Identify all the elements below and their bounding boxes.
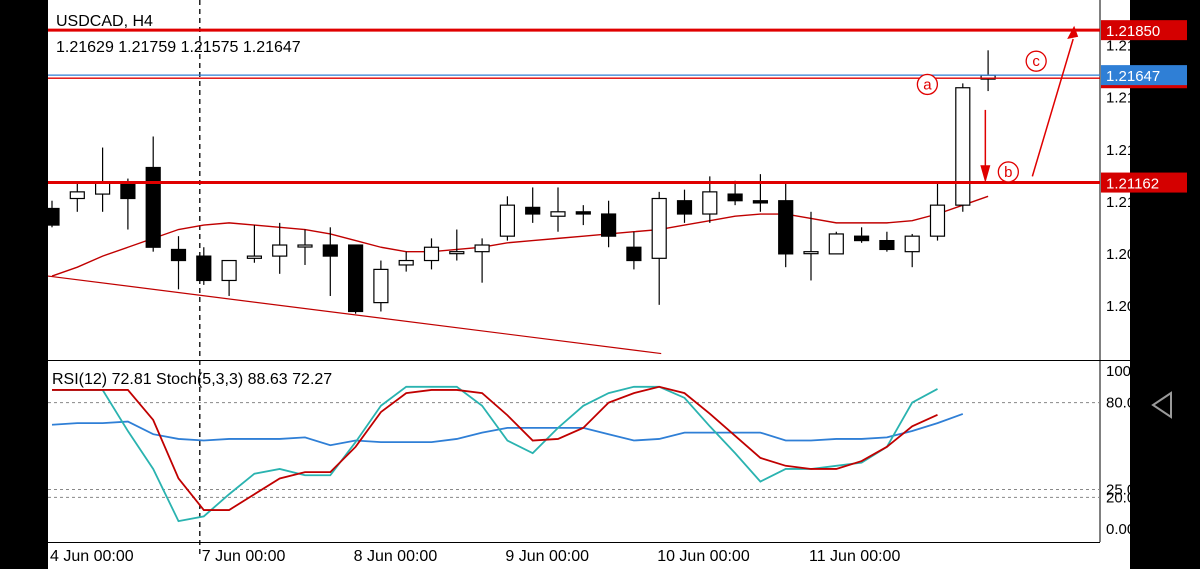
candle-body[interactable]	[170, 248, 187, 262]
candle-body[interactable]	[828, 233, 844, 255]
price-tick-label: 1.21310	[1106, 142, 1160, 159]
candle-body[interactable]	[626, 246, 642, 262]
candle-body[interactable]	[600, 213, 617, 237]
candle-body[interactable]	[525, 206, 541, 215]
osc-axis-panel	[1100, 361, 1130, 542]
up-arrow-head	[1067, 25, 1079, 40]
candle-body[interactable]	[803, 251, 819, 255]
axis-labels-group: 1.21780 1.21545 1.21310 1.21075 1.20840 1.206…	[50, 20, 1187, 565]
candle-body[interactable]	[449, 251, 465, 255]
candle-body[interactable]	[879, 239, 895, 251]
candle-body[interactable]	[575, 211, 591, 215]
price-tag-bg	[1101, 20, 1187, 41]
candle-body[interactable]	[196, 255, 212, 282]
candle-body[interactable]	[676, 200, 693, 215]
candle-body[interactable]	[69, 191, 85, 200]
date-tick-label: 7 Jun 00:00	[202, 548, 286, 565]
candle-body[interactable]	[297, 244, 313, 248]
osc-tick-label: 80.00	[1106, 395, 1144, 412]
osc-tick-label: 0.00	[1106, 521, 1135, 538]
price-tick-label: 1.20840	[1106, 246, 1160, 263]
candle-body[interactable]	[904, 235, 920, 253]
stoch-main-line	[52, 385, 938, 523]
price-tick-label: 1.21075	[1106, 194, 1160, 211]
candle-body[interactable]	[94, 182, 111, 195]
candle-body[interactable]	[44, 207, 60, 226]
candle-body[interactable]	[929, 204, 946, 237]
candle-body[interactable]	[423, 246, 440, 262]
back-arrow-icon[interactable]	[1150, 390, 1176, 420]
candle-body[interactable]	[702, 191, 718, 215]
candle-body[interactable]	[474, 244, 490, 253]
osc-tick-label: 100.00	[1106, 363, 1152, 380]
date-tick-label: 4 Jun 00:00	[50, 548, 134, 565]
price-tag-bg	[1101, 65, 1187, 86]
candle-body[interactable]	[955, 87, 971, 206]
osc-tick-label: 20.00	[1106, 489, 1144, 506]
price-tag-bg	[1101, 172, 1187, 193]
symbol-title: USDCAD, H4	[56, 13, 153, 30]
candle-body[interactable]	[145, 166, 161, 248]
candle-body[interactable]	[778, 200, 794, 255]
candle-body[interactable]	[550, 211, 566, 217]
annotation-label-c: c	[1032, 53, 1040, 70]
candle-body[interactable]	[322, 244, 338, 257]
stoch-signal-line	[52, 385, 938, 511]
candle-body[interactable]	[752, 200, 769, 204]
trendline	[47, 275, 662, 355]
annotation-circle-c	[1025, 50, 1047, 72]
annotation-label-a: a	[923, 76, 932, 93]
candle-body[interactable]	[727, 193, 743, 202]
candle-body[interactable]	[499, 204, 515, 237]
annotation-circle-a	[916, 73, 939, 96]
candle-body[interactable]	[853, 235, 870, 242]
oscillator-panel[interactable]	[48, 361, 1100, 542]
left-frame	[0, 0, 48, 569]
candle-body[interactable]	[348, 244, 364, 313]
annotation-label-b: b	[1004, 164, 1012, 181]
price-tag-label: 1.21647	[1106, 68, 1160, 85]
annotation-circle-b	[997, 161, 1019, 183]
down-arrow-head	[980, 165, 991, 183]
ohlc-readout: 1.21629 1.21759 1.21575 1.21647	[56, 39, 301, 56]
candle-body[interactable]	[120, 182, 136, 200]
candle-body[interactable]	[373, 268, 389, 304]
right-frame	[1130, 0, 1200, 569]
candle-body[interactable]	[246, 255, 262, 259]
time-axis-panel	[48, 542, 1130, 569]
price-tick-label: 1.21545	[1106, 90, 1160, 107]
candle-body[interactable]	[272, 244, 288, 257]
moving-average-line	[51, 195, 989, 277]
rsi-line	[51, 413, 964, 447]
date-tick-label: 8 Jun 00:00	[354, 548, 438, 565]
candle-body[interactable]	[221, 259, 237, 282]
candle-body[interactable]	[651, 197, 667, 259]
price-panel[interactable]	[48, 0, 1100, 360]
date-tick-label: 9 Jun 00:00	[505, 548, 589, 565]
oscillator-series-group	[48, 385, 1100, 523]
osc-tick-label: 25.00	[1106, 482, 1144, 499]
candle-body[interactable]	[398, 259, 414, 266]
date-tick-label: 11 Jun 00:00	[809, 548, 900, 565]
price-tick-label: 1.21780	[1106, 38, 1160, 55]
price-tag-label: 1.21162	[1106, 176, 1159, 193]
price-tag-label: 1.21850	[1106, 23, 1160, 40]
up-arrow-shaft	[1031, 38, 1074, 177]
price-tick-label: 1.20605	[1106, 298, 1160, 315]
date-tick-label: 10 Jun 00:00	[657, 548, 750, 565]
price-series-group: a b c	[44, 0, 1100, 555]
indicator-readout: RSI(12) 72.81 Stoch(5,3,3) 88.63 72.27	[52, 371, 332, 388]
